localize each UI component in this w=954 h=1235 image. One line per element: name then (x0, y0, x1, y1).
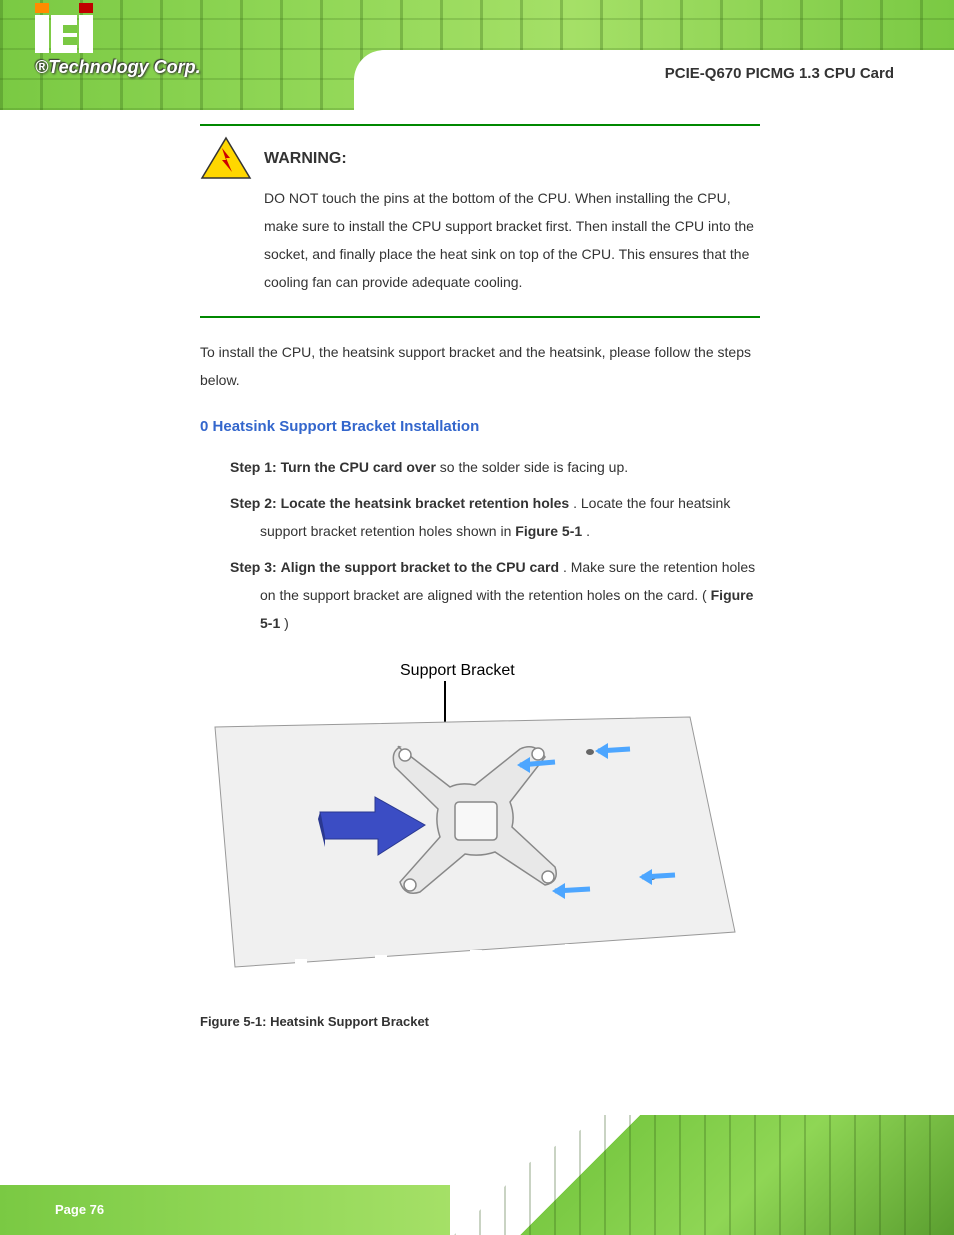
logo-letter-i2 (79, 15, 93, 53)
main-content: WARNING: DO NOT touch the pins at the bo… (200, 120, 760, 1049)
page-number: Page 76 (55, 1202, 104, 1217)
logo-iei (35, 15, 201, 53)
section-heading: 0 Heatsink Support Bracket Installation (200, 418, 760, 435)
figure-container: Support Bracket (200, 657, 760, 1029)
logo: ®Technology Corp. (35, 15, 201, 78)
figure-label: Support Bracket (400, 662, 515, 679)
warning-box: WARNING: DO NOT touch the pins at the bo… (200, 136, 760, 296)
warning-text: DO NOT touch the pins at the bottom of t… (264, 184, 760, 296)
step-1: Step 1: Turn the CPU card over so the so… (230, 453, 760, 481)
step-3: Step 3: Align the support bracket to the… (230, 553, 760, 637)
logo-letter-i1 (35, 15, 49, 53)
step-1-action: Turn the CPU card over (281, 459, 436, 475)
step-1-label: Step 1: (230, 459, 277, 475)
step-3-text-after: ) (284, 615, 289, 631)
divider-bottom (200, 316, 760, 318)
warning-content: WARNING: DO NOT touch the pins at the bo… (264, 136, 760, 296)
intro-text: To install the CPU, the heatsink support… (200, 338, 760, 394)
bottom-banner-right (454, 1115, 954, 1235)
product-title: PCIE-Q670 PICMG 1.3 CPU Card (665, 65, 894, 82)
step-2-label: Step 2: (230, 495, 277, 511)
step-2-text-after: . (586, 523, 590, 539)
figure-caption: Figure 5-1: Heatsink Support Bracket (200, 1014, 760, 1029)
warning-icon (200, 136, 252, 182)
figure-diagram: Support Bracket (200, 657, 760, 997)
step-2-action: Locate the heatsink bracket retention ho… (281, 495, 570, 511)
step-1-text: so the solder side is facing up. (440, 459, 628, 475)
warning-title: WARNING: (264, 150, 760, 168)
bottom-banner (0, 1115, 954, 1235)
step-3-action: Align the support bracket to the CPU car… (281, 559, 559, 575)
step-2: Step 2: Locate the heatsink bracket rete… (230, 489, 760, 545)
section-title: Heatsink Support Bracket Installation (213, 418, 480, 435)
logo-letter-e (51, 15, 77, 53)
step-3-label: Step 3: (230, 559, 277, 575)
divider-top (200, 124, 760, 126)
logo-tagline: ®Technology Corp. (35, 57, 201, 78)
section-number: 0 (200, 418, 208, 435)
step-2-figref: Figure 5-1 (515, 523, 582, 539)
